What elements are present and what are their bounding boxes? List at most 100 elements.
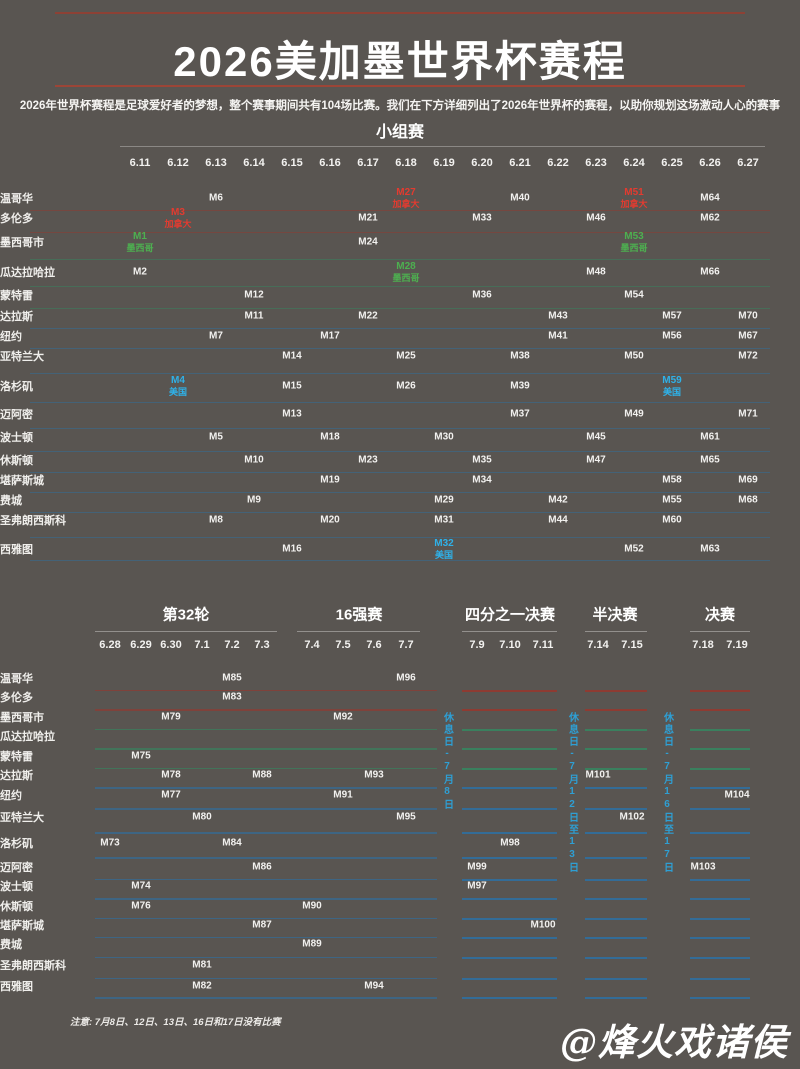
knockout-date-label: 7.6 xyxy=(366,639,382,651)
match-number: M48 xyxy=(586,266,606,278)
match-cell: M103 xyxy=(690,861,715,873)
knockout-row-rule xyxy=(690,808,750,810)
host-country-tag: 墨西哥 xyxy=(392,272,420,283)
match-cell: M100 xyxy=(530,919,555,931)
knockout-date-label: 7.15 xyxy=(621,639,643,651)
match-cell: M4 美国 xyxy=(169,375,187,397)
rest-day-label: 休息日-7月8日 xyxy=(441,712,453,811)
match-cell: M1 墨西哥 xyxy=(126,231,153,253)
group-city-label: 温哥华 xyxy=(0,193,33,205)
match-cell: M34 xyxy=(472,474,491,486)
knockout-date-label: 7.5 xyxy=(335,639,351,651)
match-number: M62 xyxy=(700,212,720,224)
match-number: M27 xyxy=(396,187,416,199)
match-cell: M95 xyxy=(396,811,415,823)
match-cell: M64 xyxy=(700,192,719,204)
match-number: M57 xyxy=(662,310,682,322)
knockout-city-label: 多伦多 xyxy=(0,692,33,704)
group-row-rule xyxy=(30,348,770,349)
knockout-date-label: 7.18 xyxy=(692,639,714,651)
match-cell: M48 xyxy=(586,266,605,278)
knockout-row-rule xyxy=(585,787,647,789)
match-cell: M18 xyxy=(320,431,339,443)
match-number: M101 xyxy=(585,769,611,781)
knockout-section-header: 半决赛 xyxy=(592,606,638,624)
knockout-row-rule xyxy=(462,689,557,692)
match-number: M97 xyxy=(467,880,487,892)
match-cell: M71 xyxy=(738,408,757,420)
match-cell: M62 xyxy=(700,212,719,224)
match-cell: M69 xyxy=(738,474,757,486)
knockout-row-rule xyxy=(95,917,437,919)
match-number: M56 xyxy=(662,330,682,342)
match-number: M22 xyxy=(358,310,378,322)
match-cell: M52 xyxy=(624,543,643,555)
match-cell: M36 xyxy=(472,289,491,301)
knockout-city-label: 费城 xyxy=(0,939,22,951)
knockout-row-rule xyxy=(690,936,750,939)
knockout-city-label: 圣弗朗西斯科 xyxy=(0,960,66,972)
knockout-row-rule xyxy=(585,917,647,920)
knockout-row-rule xyxy=(585,898,647,900)
knockout-row-rule xyxy=(95,787,437,789)
match-number: M103 xyxy=(690,861,716,873)
match-cell: M45 xyxy=(586,431,605,443)
match-number: M82 xyxy=(192,980,212,992)
match-cell: M80 xyxy=(192,811,211,823)
match-cell: M66 xyxy=(700,266,719,278)
match-number: M76 xyxy=(131,900,151,912)
match-cell: M63 xyxy=(700,543,719,555)
group-row-rule xyxy=(30,373,770,374)
match-cell: M46 xyxy=(586,212,605,224)
match-number: M44 xyxy=(548,514,568,526)
knockout-row-rule xyxy=(462,997,557,999)
match-cell: M13 xyxy=(282,408,301,420)
match-number: M71 xyxy=(738,408,758,420)
knockout-date-label: 7.10 xyxy=(499,639,521,651)
match-cell: M94 xyxy=(364,980,383,992)
knockout-row-rule xyxy=(462,832,557,834)
group-date-label: 6.17 xyxy=(357,157,379,169)
match-number: M69 xyxy=(738,474,758,486)
knockout-row-rule xyxy=(585,936,647,939)
match-number: M100 xyxy=(530,919,556,931)
group-date-label: 6.19 xyxy=(433,157,455,169)
match-cell: M84 xyxy=(222,837,241,849)
host-country-tag: 美国 xyxy=(434,549,454,560)
group-city-label: 波士顿 xyxy=(0,432,33,444)
knockout-city-label: 蒙特雷 xyxy=(0,751,33,763)
match-number: M75 xyxy=(131,750,151,762)
knockout-row-rule xyxy=(95,977,437,979)
match-cell: M8 xyxy=(209,514,223,526)
match-number: M58 xyxy=(662,474,682,486)
knockout-row-rule xyxy=(95,857,437,859)
match-number: M53 xyxy=(624,231,644,243)
knockout-row-rule xyxy=(585,977,647,980)
match-cell: M16 xyxy=(282,543,301,555)
knockout-row-rule xyxy=(95,878,437,880)
match-number: M90 xyxy=(302,900,322,912)
match-cell: M19 xyxy=(320,474,339,486)
match-cell: M5 xyxy=(209,431,223,443)
match-cell: M47 xyxy=(586,454,605,466)
knockout-row-rule xyxy=(462,748,557,750)
knockout-city-label: 纽约 xyxy=(0,790,22,802)
match-number: M70 xyxy=(738,310,758,322)
match-cell: M10 xyxy=(244,454,263,466)
match-number: M74 xyxy=(131,880,151,892)
match-number: M67 xyxy=(738,330,758,342)
match-number: M77 xyxy=(161,789,181,801)
knockout-section-header: 决赛 xyxy=(704,606,736,624)
knockout-row-rule xyxy=(462,787,557,789)
knockout-row-rule xyxy=(95,748,437,750)
group-date-label: 6.11 xyxy=(129,157,151,169)
match-cell: M87 xyxy=(252,919,271,931)
group-date-label: 6.18 xyxy=(395,157,417,169)
knockout-row-rule xyxy=(462,977,557,980)
knockout-date-label: 6.29 xyxy=(130,639,152,651)
knockout-section-rule xyxy=(585,631,647,632)
match-number: M81 xyxy=(192,959,212,971)
knockout-city-label: 温哥华 xyxy=(0,673,33,685)
match-cell: M96 xyxy=(396,672,415,684)
group-date-label: 6.12 xyxy=(167,157,189,169)
